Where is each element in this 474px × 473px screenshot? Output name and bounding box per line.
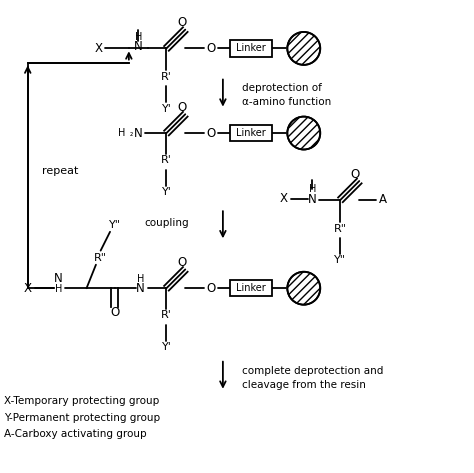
Text: N: N xyxy=(54,272,63,285)
Text: Y": Y" xyxy=(335,255,346,265)
Text: Linker: Linker xyxy=(236,44,266,53)
Text: O: O xyxy=(177,16,186,29)
Text: H: H xyxy=(55,284,62,294)
Text: X: X xyxy=(94,42,102,55)
Circle shape xyxy=(287,32,320,65)
Text: α-amino function: α-amino function xyxy=(242,97,331,107)
Text: O: O xyxy=(207,42,216,55)
Text: A: A xyxy=(379,193,387,206)
Text: N: N xyxy=(308,193,317,206)
Text: coupling: coupling xyxy=(144,219,189,228)
Text: R": R" xyxy=(334,224,347,234)
Text: O: O xyxy=(110,306,119,319)
Text: O: O xyxy=(177,101,186,114)
Text: H: H xyxy=(137,274,144,284)
Text: X: X xyxy=(24,282,32,295)
Text: H: H xyxy=(309,184,316,194)
Text: R': R' xyxy=(161,71,172,82)
Text: N: N xyxy=(136,282,145,295)
Text: A-Carboxy activating group: A-Carboxy activating group xyxy=(4,429,147,439)
Text: O: O xyxy=(207,282,216,295)
Text: Linker: Linker xyxy=(236,283,266,293)
Text: X-Temporary protecting group: X-Temporary protecting group xyxy=(4,396,159,406)
Text: O: O xyxy=(207,127,216,140)
Text: R': R' xyxy=(161,310,172,321)
Text: O: O xyxy=(177,256,186,269)
Text: R': R' xyxy=(161,155,172,166)
Text: complete deprotection and: complete deprotection and xyxy=(242,366,383,376)
Text: repeat: repeat xyxy=(42,166,78,175)
Text: N: N xyxy=(134,127,143,140)
Circle shape xyxy=(287,116,320,149)
Text: Y': Y' xyxy=(162,104,172,114)
Text: Linker: Linker xyxy=(236,128,266,138)
Text: Y-Permanent protecting group: Y-Permanent protecting group xyxy=(4,412,160,422)
Text: ₂: ₂ xyxy=(129,129,133,138)
Text: O: O xyxy=(351,168,360,181)
Bar xyxy=(230,125,272,141)
Text: cleavage from the resin: cleavage from the resin xyxy=(242,380,365,390)
Text: Y': Y' xyxy=(162,187,172,197)
Text: R": R" xyxy=(94,253,107,263)
Text: X: X xyxy=(280,193,288,205)
Bar xyxy=(230,40,272,57)
Text: H: H xyxy=(118,128,126,138)
Text: Y": Y" xyxy=(109,220,121,230)
Text: N: N xyxy=(134,40,143,53)
Circle shape xyxy=(287,272,320,305)
Text: H: H xyxy=(135,32,142,42)
Text: deprotection of: deprotection of xyxy=(242,83,321,93)
Text: Y': Y' xyxy=(162,342,172,352)
Bar xyxy=(230,280,272,297)
